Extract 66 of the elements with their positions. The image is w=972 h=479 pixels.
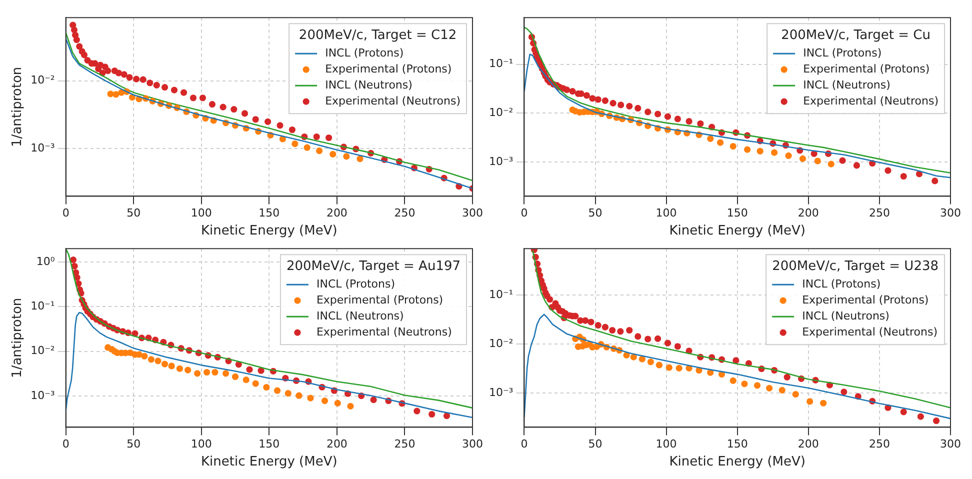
x-tick-label: 250 (394, 206, 416, 220)
legend-label: Experimental (Protons) (325, 62, 452, 76)
y-tick-label: 10⁻¹ (488, 288, 514, 301)
legend-label: INCL (Protons) (802, 277, 881, 290)
y-tick-label: 10⁻² (30, 74, 55, 87)
y-tick-label: 10⁻² (30, 344, 55, 358)
x-tick-label: 150 (726, 206, 748, 220)
x-tick-label: 250 (394, 438, 416, 451)
legend-label: INCL (Protons) (803, 46, 882, 60)
x-tick-label: 100 (190, 438, 212, 451)
y-tick-label: 10⁻² (488, 336, 514, 350)
x-tick-label: 150 (258, 206, 280, 220)
y-tick-label: 10⁻¹ (30, 300, 55, 313)
x-tick-label: 200 (798, 206, 819, 220)
x-tick-label: 300 (940, 438, 961, 451)
x-tick-label: 0 (520, 438, 528, 451)
legend-label: Experimental (Neutrons) (803, 94, 939, 108)
legend-label: INCL (Protons) (316, 277, 396, 290)
x-tick-label: 0 (520, 206, 528, 220)
x-tick-label: 50 (588, 206, 602, 220)
legend-label: Experimental (Protons) (802, 293, 929, 306)
legend-label: INCL (Neutrons) (316, 309, 404, 322)
legend-label: INCL (Neutrons) (803, 78, 890, 92)
y-tick-label: 10⁻³ (488, 154, 514, 168)
x-tick-label: 100 (656, 206, 677, 220)
legend-label: INCL (Neutrons) (802, 309, 890, 322)
x-tick-label: 50 (126, 438, 141, 451)
x-tick-label: 50 (588, 438, 602, 451)
x-tick-label: 250 (868, 438, 890, 451)
y-tick-label: 10⁻² (488, 106, 514, 119)
y-tick-label: 10⁰ (36, 254, 56, 268)
legend-label: Experimental (Neutrons) (802, 325, 938, 338)
y-axis-title: 1/antiproton (10, 66, 26, 147)
x-tick-label: 100 (190, 206, 212, 220)
legend-label: Experimental (Protons) (316, 293, 444, 306)
y-tick-label: 10⁻³ (488, 386, 514, 399)
x-tick-label: 0 (62, 206, 70, 220)
x-tick-label: 150 (726, 438, 748, 451)
y-axis-title: 1/antiproton (10, 298, 26, 378)
x-tick-label: 50 (126, 206, 141, 220)
x-tick-label: 100 (656, 438, 677, 451)
legend-label: Experimental (Protons) (803, 62, 930, 76)
y-tick-label: 10⁻³ (30, 142, 55, 155)
legend-title: 200MeV/c, Target = U238 (772, 258, 939, 274)
x-tick-label: 300 (462, 206, 483, 220)
x-tick-label: 200 (326, 438, 348, 451)
x-axis-title: Kinetic Energy (MeV) (669, 224, 806, 239)
legend-title: 200MeV/c, Target = Au197 (286, 258, 461, 274)
legend-label: INCL (Neutrons) (325, 78, 412, 92)
x-tick-label: 200 (326, 206, 348, 220)
legend-title: 200MeV/c, Target = Cu (781, 28, 930, 43)
x-axis-title: Kinetic Energy (MeV) (201, 454, 338, 470)
x-tick-label: 300 (462, 438, 483, 451)
x-axis-title: Kinetic Energy (MeV) (669, 454, 806, 470)
legend-label: Experimental (Neutrons) (325, 94, 461, 108)
x-tick-label: 250 (868, 206, 890, 220)
legend-label: Experimental (Neutrons) (316, 325, 452, 338)
y-tick-label: 10⁻¹ (488, 57, 514, 70)
x-axis-title: Kinetic Energy (MeV) (201, 224, 338, 239)
x-tick-label: 300 (940, 206, 961, 220)
x-tick-label: 0 (62, 438, 70, 451)
x-tick-label: 200 (798, 438, 819, 451)
x-tick-label: 150 (258, 438, 280, 451)
y-tick-label: 10⁻³ (30, 388, 55, 402)
legend-title: 200MeV/c, Target = C12 (298, 28, 457, 43)
legend-label: INCL (Protons) (325, 46, 404, 60)
